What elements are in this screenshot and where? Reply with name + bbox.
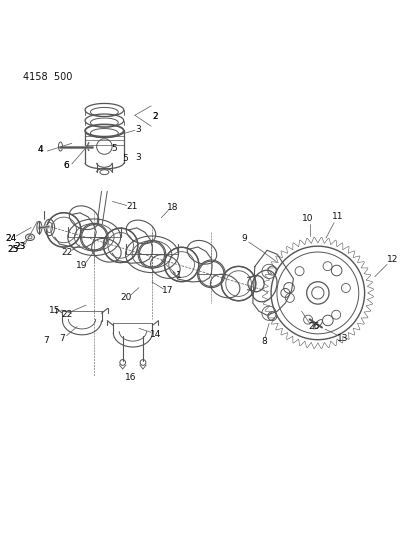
Text: 26: 26: [308, 322, 319, 331]
Text: 4158  500: 4158 500: [23, 72, 73, 82]
Text: 6: 6: [64, 161, 69, 170]
Text: 10: 10: [302, 214, 313, 223]
Text: 18: 18: [166, 203, 178, 212]
Text: 3: 3: [135, 154, 141, 163]
Text: 16: 16: [125, 373, 137, 382]
Text: 21: 21: [126, 202, 138, 211]
Text: 4: 4: [38, 146, 43, 154]
Text: 12: 12: [386, 255, 398, 264]
Text: 25: 25: [7, 245, 19, 254]
Text: 24: 24: [6, 233, 17, 243]
Text: 19: 19: [75, 261, 87, 270]
Text: 11: 11: [333, 212, 344, 221]
Text: 23: 23: [15, 243, 26, 252]
Text: 22: 22: [61, 248, 72, 257]
Text: 9: 9: [242, 235, 248, 244]
Text: 14: 14: [150, 330, 162, 340]
Text: 7: 7: [43, 336, 49, 345]
Text: 4: 4: [38, 146, 43, 154]
Text: 15: 15: [49, 305, 60, 314]
Text: 3: 3: [135, 125, 141, 134]
Text: 5: 5: [122, 154, 128, 163]
Text: 22: 22: [61, 310, 72, 319]
Text: 1: 1: [175, 271, 181, 280]
Text: 13: 13: [337, 334, 349, 343]
Text: 5: 5: [112, 144, 118, 153]
Text: 6: 6: [64, 161, 69, 170]
Text: 25: 25: [7, 245, 19, 254]
Text: 2: 2: [153, 111, 158, 120]
Text: 7: 7: [59, 334, 64, 343]
Text: 2: 2: [153, 111, 158, 120]
Text: 23: 23: [15, 243, 26, 252]
Text: 20: 20: [120, 293, 132, 302]
Text: 17: 17: [162, 286, 173, 295]
Text: 8: 8: [261, 337, 267, 346]
Text: 24: 24: [6, 233, 17, 243]
